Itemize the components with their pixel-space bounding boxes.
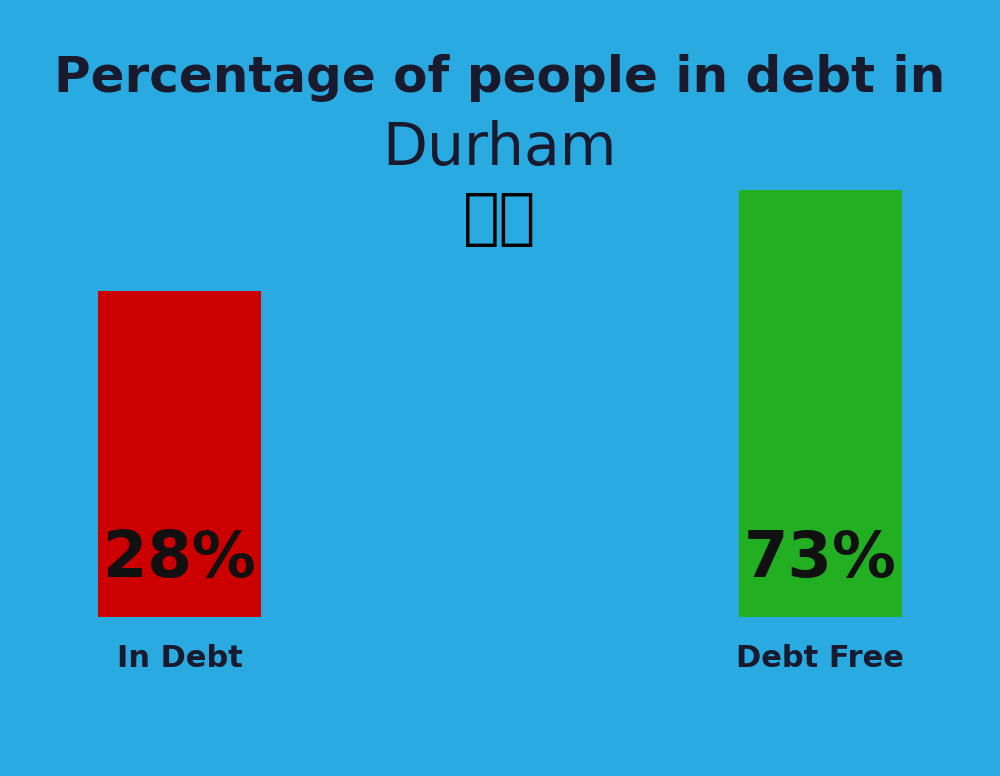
Text: 🇬🇧: 🇬🇧 (463, 190, 537, 249)
Text: 28%: 28% (103, 528, 256, 590)
Text: 73%: 73% (744, 528, 897, 590)
Text: In Debt: In Debt (117, 644, 243, 673)
FancyBboxPatch shape (739, 190, 902, 617)
FancyBboxPatch shape (98, 291, 261, 617)
Text: Debt Free: Debt Free (736, 644, 904, 673)
Text: Durham: Durham (383, 120, 617, 177)
Text: Percentage of people in debt in: Percentage of people in debt in (54, 54, 946, 102)
